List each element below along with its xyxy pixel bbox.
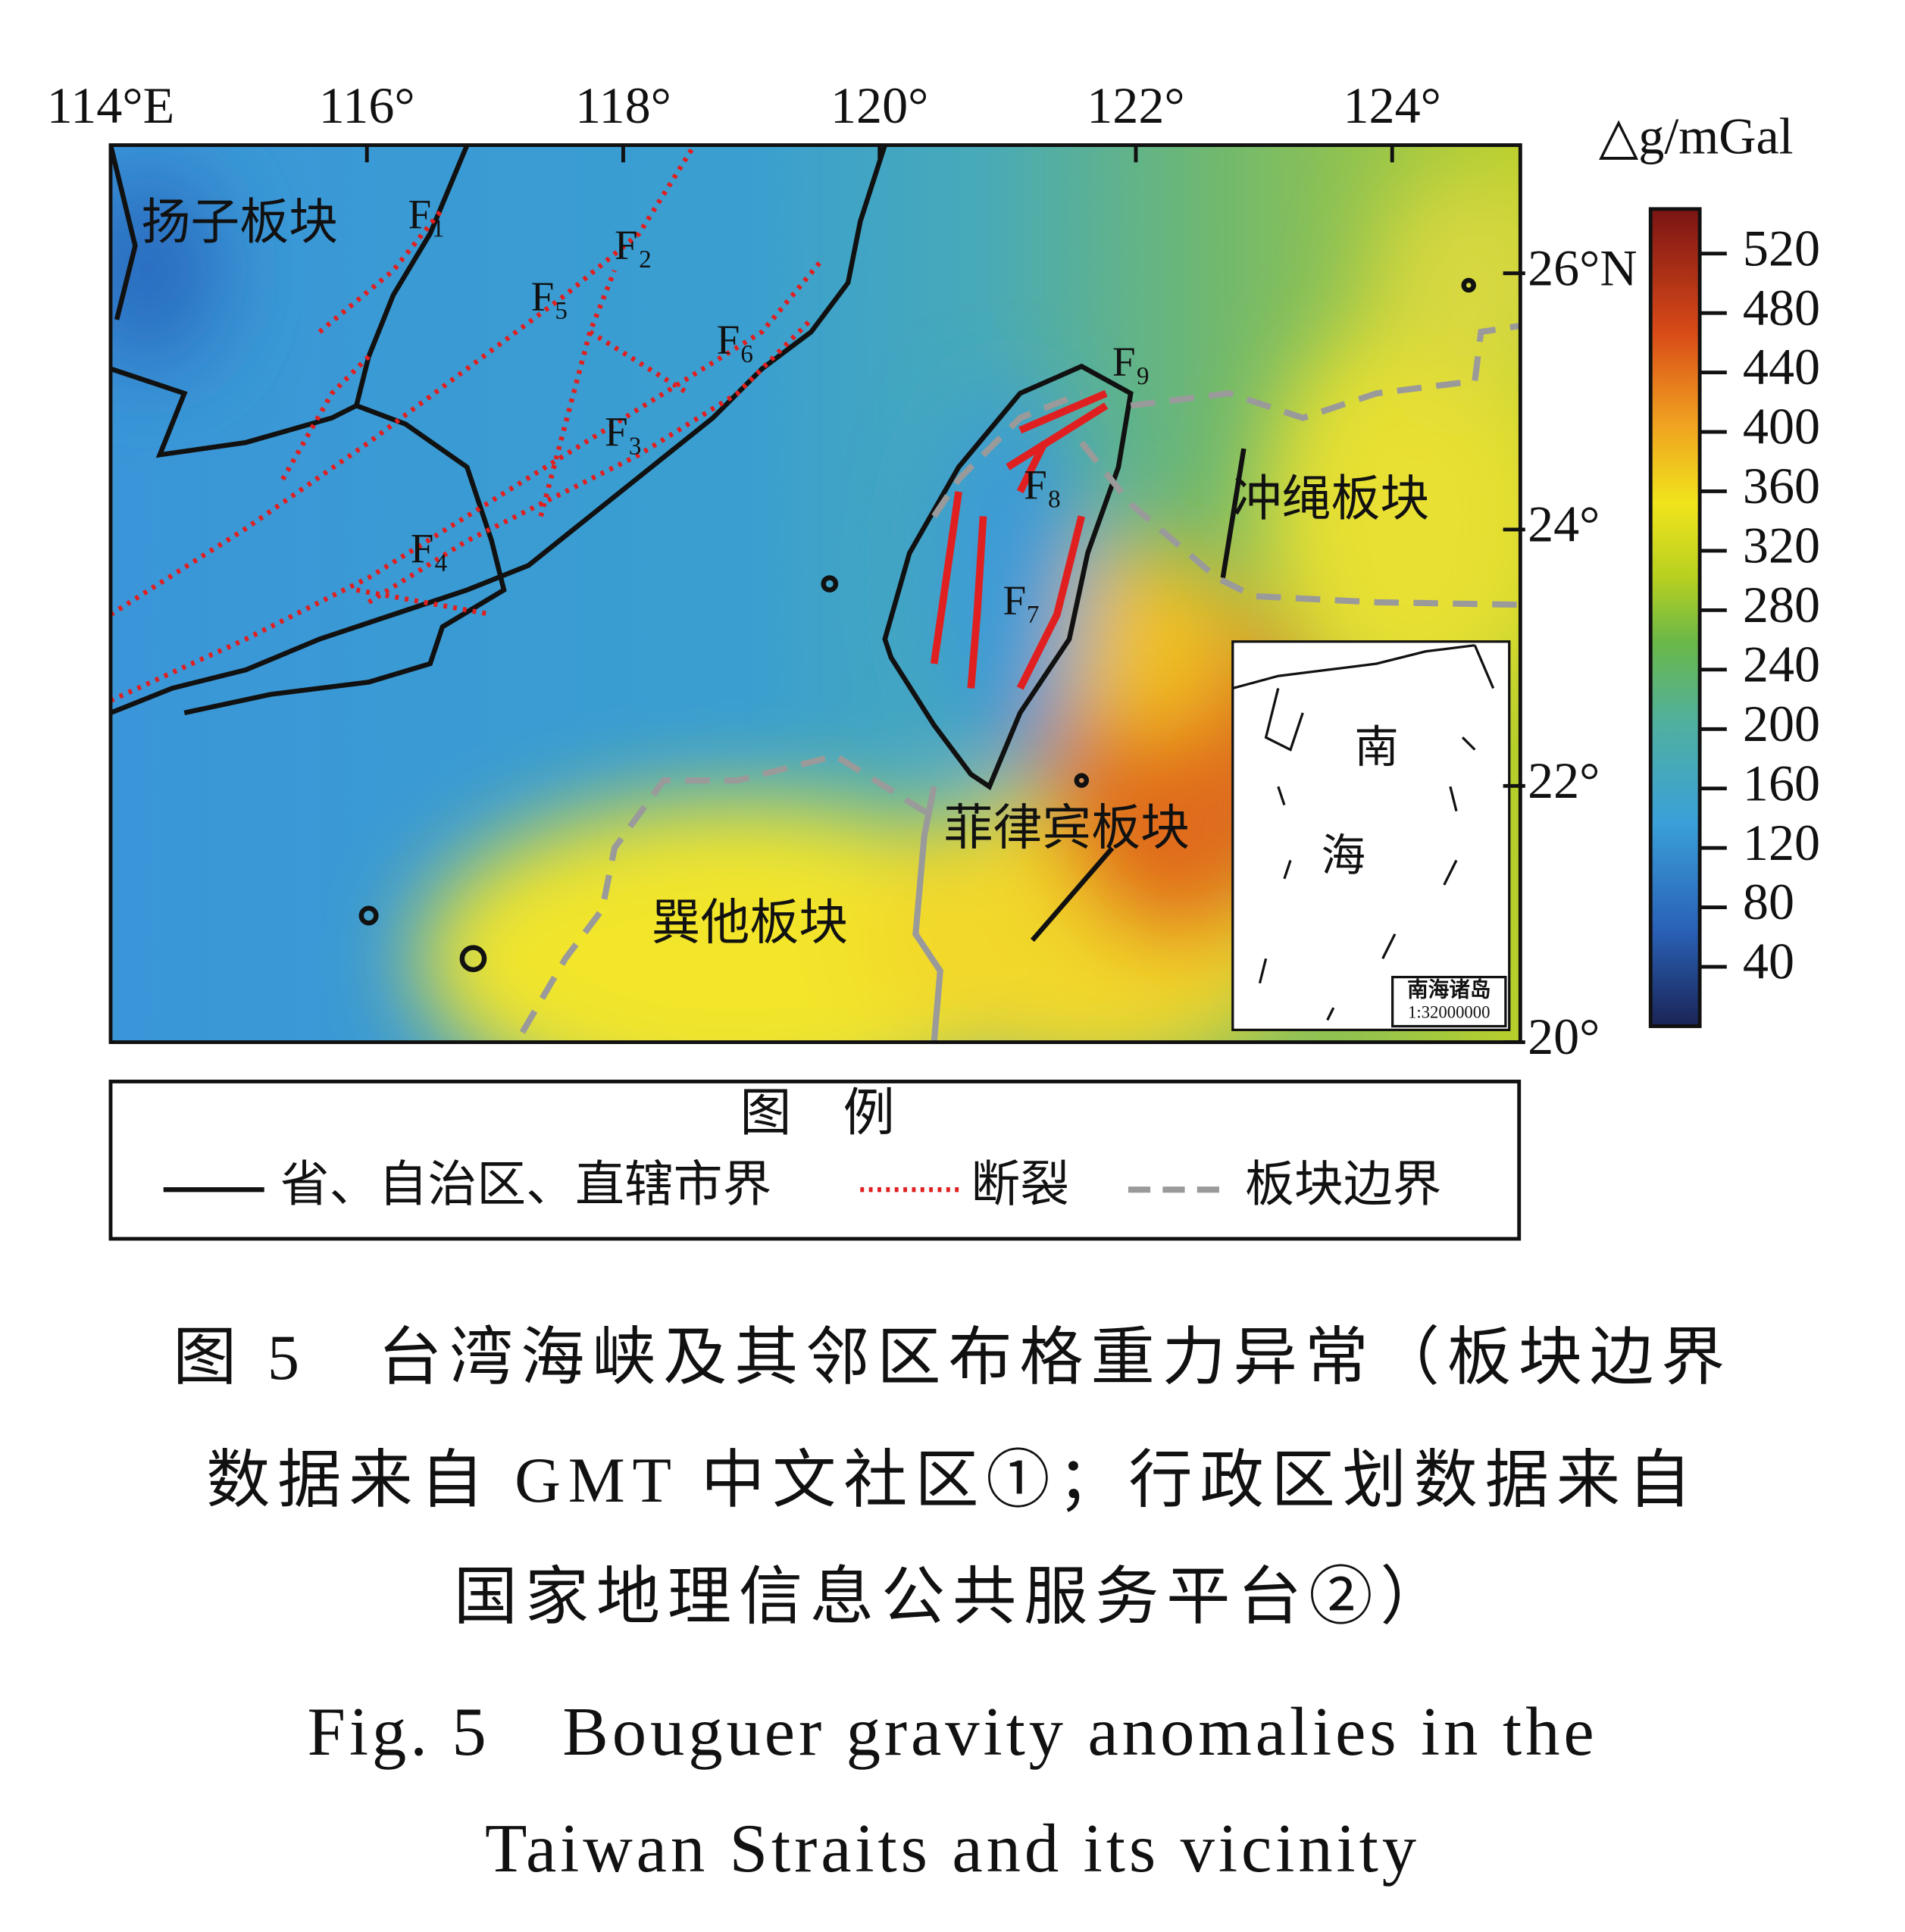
fault-label: F₁ xyxy=(408,192,446,238)
legend-title: 图 例 xyxy=(740,1084,894,1142)
caption-en: Taiwan Straits and its vicinity xyxy=(485,1810,1420,1887)
y-tick-label: 22° xyxy=(1528,752,1600,809)
colorbar-tick-label: 160 xyxy=(1743,754,1820,811)
inset-label: 南海诸岛 xyxy=(1407,977,1491,1001)
colorbar-title: △g/mGal xyxy=(1599,107,1794,164)
fault-label: F₈ xyxy=(1024,461,1062,508)
caption-zh: 图 5 台湾海峡及其邻区布格重力异常（板块边界 xyxy=(173,1323,1732,1393)
colorbar-tick-label: 240 xyxy=(1743,635,1820,692)
inset-label: 南 xyxy=(1354,723,1398,772)
plate-label: 扬子板块 xyxy=(142,195,338,250)
colorbar-tick-label: 320 xyxy=(1743,517,1820,574)
faults xyxy=(110,145,826,703)
colorbar-tick-label: 520 xyxy=(1743,219,1820,277)
inset-label: 海 xyxy=(1322,831,1365,880)
y-tick-label: 20° xyxy=(1528,1008,1600,1065)
colorbar-tick-label: 120 xyxy=(1743,814,1820,871)
colorbar-tick-label: 280 xyxy=(1743,576,1820,633)
fault-label: F₄ xyxy=(411,526,449,572)
x-tick-label: 124° xyxy=(1344,77,1441,134)
legend: 图 例 省、自治区、直辖市界 断裂 板块边界 xyxy=(108,1080,1522,1241)
x-tick-label: 116° xyxy=(319,77,415,134)
x-tick-label: 120° xyxy=(831,77,928,134)
caption-zh: 国家地理信息公共服务平台②） xyxy=(454,1562,1452,1633)
fault-label: F₅ xyxy=(531,274,569,320)
legend-label: 板块边界 xyxy=(1245,1158,1441,1212)
legend-label: 断裂 xyxy=(971,1158,1069,1212)
colorbar-tick-label: 200 xyxy=(1743,695,1820,752)
colorbar-tick-label: 400 xyxy=(1743,398,1820,455)
x-tick-label: 118° xyxy=(575,77,671,134)
colorbar-tick-label: 360 xyxy=(1743,457,1820,514)
fault-label: F₇ xyxy=(1003,577,1040,624)
gravity-field xyxy=(110,145,1521,1043)
boundaries xyxy=(110,145,1476,973)
x-tick-label: 122° xyxy=(1087,77,1184,134)
fault-label: F₂ xyxy=(615,222,652,268)
caption-zh: 数据来自 GMT 中文社区①；行政区划数据来自 xyxy=(206,1446,1699,1516)
x-tick-label: 114°E xyxy=(47,77,174,134)
fault-label: F₆ xyxy=(717,317,755,363)
caption-en: Fig. 5 Bouguer gravity anomalies in the xyxy=(307,1693,1597,1770)
fault-label: F₉ xyxy=(1112,339,1150,385)
plate-boundaries xyxy=(519,322,1521,1034)
plate-label: 菲律宾板块 xyxy=(944,802,1190,856)
y-tick-label: 24° xyxy=(1528,496,1600,553)
legend-label: 省、自治区、直辖市界 xyxy=(280,1158,772,1212)
colorbar-tick-label: 480 xyxy=(1743,279,1820,336)
inset-scale: 1:32000000 xyxy=(1408,1002,1490,1021)
inset-map: 南 海 南海诸岛 1:32000000 xyxy=(1231,640,1511,1031)
colorbar xyxy=(1648,207,1702,1028)
taiwan-faults xyxy=(930,389,1109,690)
colorbar-tick-label: 40 xyxy=(1743,933,1794,990)
plate-label: 冲绳板块 xyxy=(1233,472,1429,527)
fault-label: F₃ xyxy=(605,409,643,455)
plate-label: 巽他板块 xyxy=(652,896,848,951)
profile-line xyxy=(1030,448,1247,943)
plate-boundary-solid xyxy=(912,786,943,1043)
map-frame xyxy=(108,143,1522,1044)
colorbar-tick-label: 80 xyxy=(1743,873,1794,930)
colorbar-tick-label: 440 xyxy=(1743,338,1820,395)
y-tick-label: 26°N xyxy=(1528,239,1638,296)
